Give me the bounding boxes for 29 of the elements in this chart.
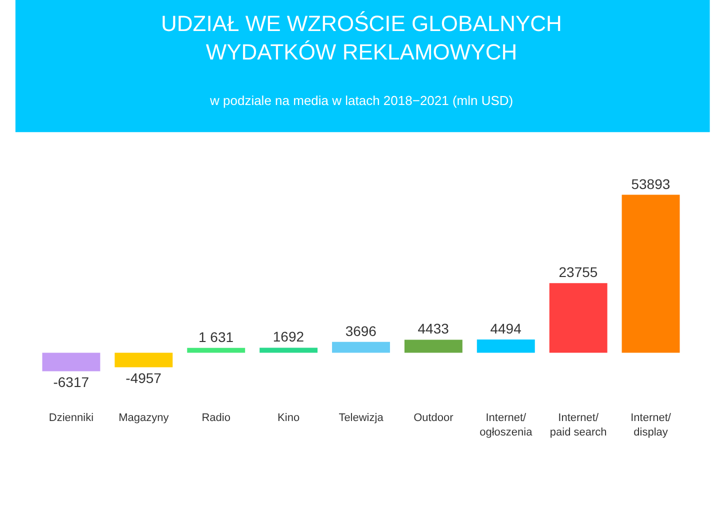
data-label: 53893 [631, 176, 670, 192]
data-label: 4433 [418, 320, 450, 337]
data-label: 1 631 [198, 328, 234, 345]
x-tick-label: Dzienniki [48, 412, 94, 424]
x-tick-label: Outdoor [414, 412, 454, 424]
x-tick-label: Radio [202, 412, 230, 424]
bar [42, 352, 100, 372]
data-label: 3696 [345, 322, 377, 339]
x-tick-label: Internet/ paid search [550, 412, 607, 438]
data-label: -4957 [126, 370, 162, 386]
x-tick-label: Internet/ ogłoszenia [480, 412, 534, 438]
x-tick-label: Internet/ display [630, 412, 672, 438]
data-label: 23755 [558, 264, 598, 280]
data-label: -6317 [53, 374, 90, 390]
bar [404, 340, 462, 353]
bar [187, 348, 246, 353]
bar [332, 342, 390, 353]
bar [114, 352, 173, 368]
x-tick-label: Telewizja [338, 412, 384, 424]
bar [476, 340, 535, 353]
bar [260, 348, 318, 353]
x-tick-label: Kino [278, 412, 300, 424]
data-label: 4494 [490, 320, 522, 337]
x-tick-label: Magazyny [118, 412, 170, 424]
chart-title: UDZIAŁ WE WZROŚCIE GLOBALNYCH WYDATKÓW REKLAMOWYCH [161, 11, 562, 65]
chart-subtitle: w podziale na media w latach 2018−2021 (mln USD) [209, 93, 514, 108]
data-label: 1692 [272, 328, 304, 345]
bar [549, 283, 608, 353]
bar [622, 194, 680, 353]
